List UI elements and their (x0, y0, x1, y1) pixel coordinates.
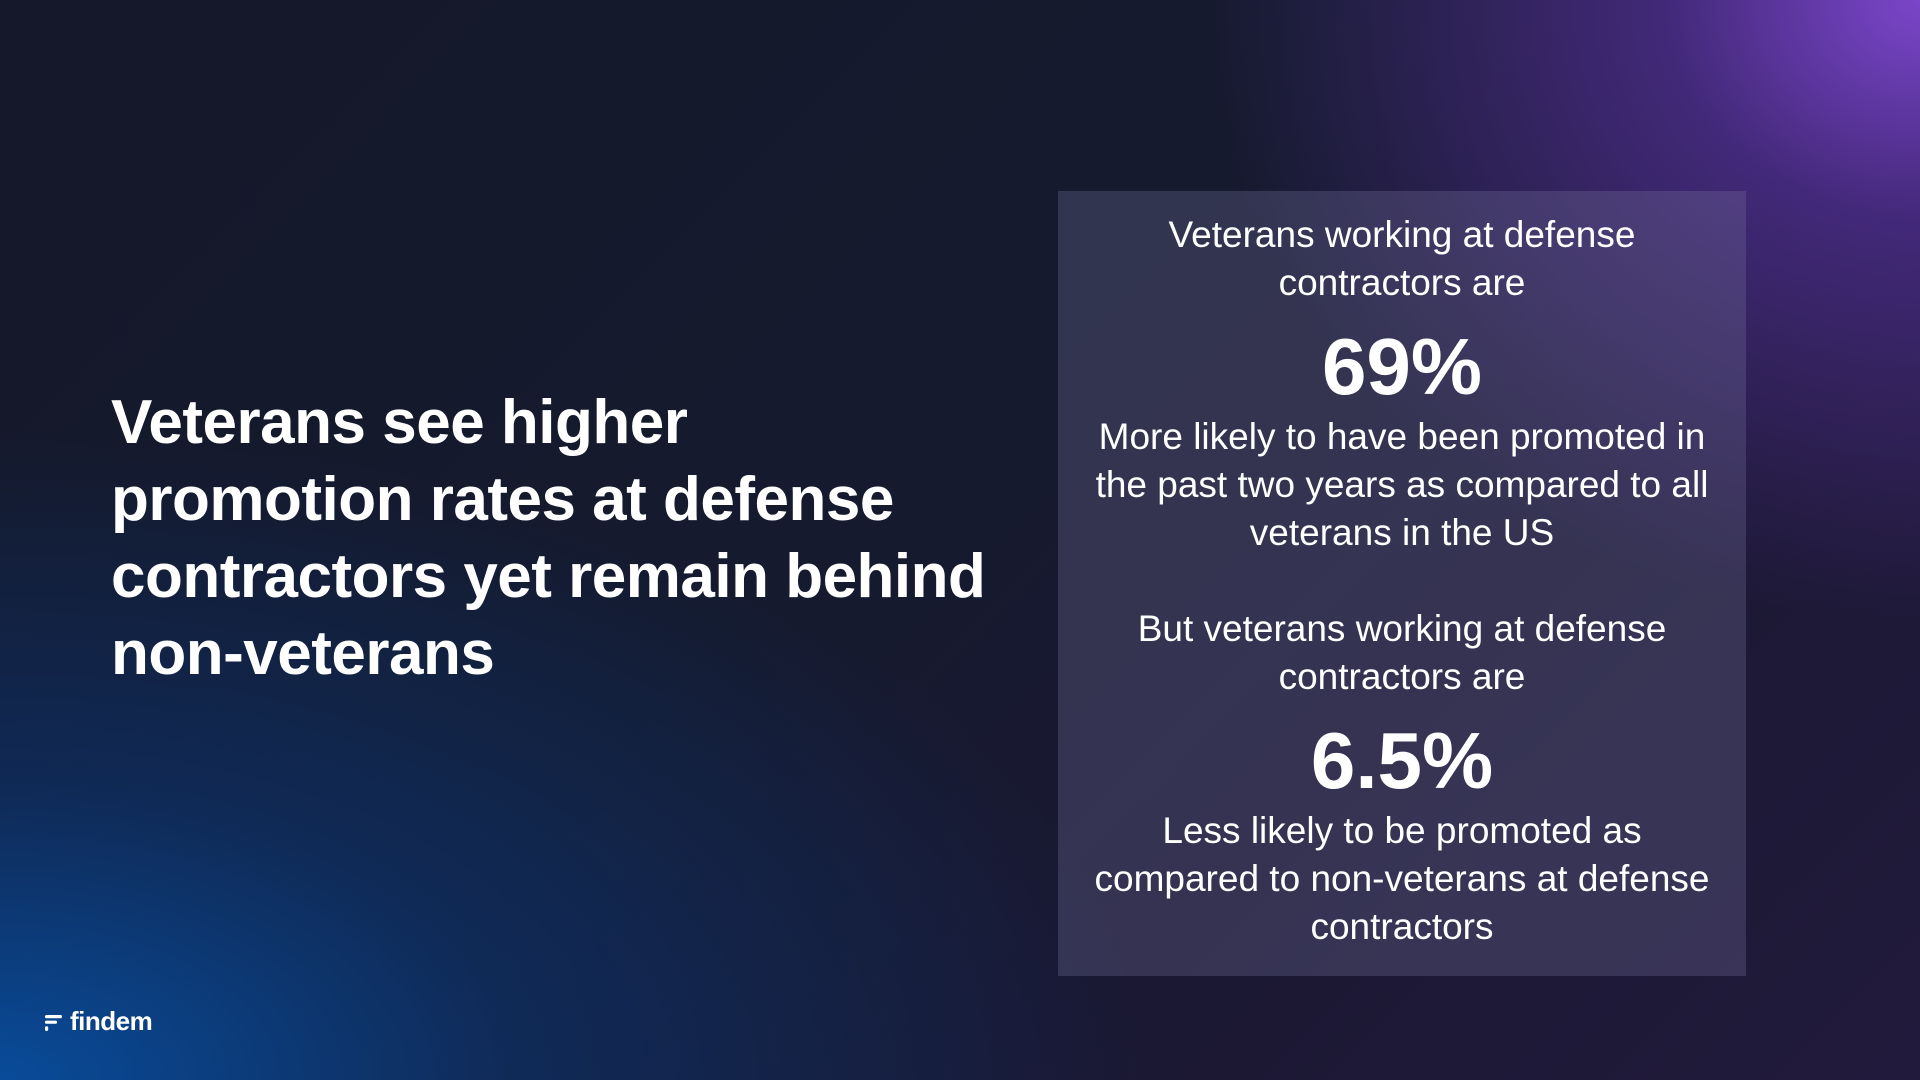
stat-intro: Veterans working at defense contractors … (1168, 214, 1636, 303)
stat-intro: But veterans working at defense contract… (1137, 608, 1667, 697)
findem-logo: findem (44, 1006, 153, 1037)
brand-name: findem (70, 1006, 153, 1036)
stats-card: Veterans working at defense contractors … (1058, 191, 1746, 976)
findem-logo-mark-icon (45, 1014, 62, 1031)
stat-block-promotion-vs-all-veterans: Veterans working at defense contractors … (1058, 211, 1746, 557)
stat-block-promotion-vs-non-veterans: But veterans working at defense contract… (1058, 605, 1746, 951)
stat-value: 69% (1321, 322, 1483, 411)
stat-description: Less likely to be promoted as compared t… (1094, 810, 1710, 947)
stat-description: More likely to have been promoted in the… (1095, 416, 1709, 553)
stat-value: 6.5% (1310, 716, 1494, 805)
slide-headline: Veterans see higher promotion rates at d… (111, 388, 986, 688)
